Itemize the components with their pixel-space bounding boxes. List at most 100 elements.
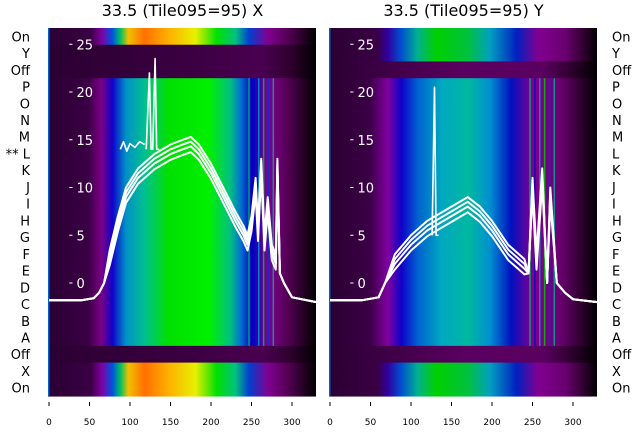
series-line-trace <box>49 135 317 304</box>
row-label: F <box>612 248 619 263</box>
y-tick-label: 15 <box>358 134 375 149</box>
y-tick-label: 15 <box>77 134 94 149</box>
heatmap-row <box>48 329 316 347</box>
row-label: On <box>612 382 630 397</box>
row-label: O <box>612 97 622 112</box>
x-tick-label: 0 <box>46 418 52 428</box>
heatmap-row <box>48 345 316 364</box>
row-label: On <box>12 382 30 397</box>
stripe <box>529 78 531 346</box>
row-label: X <box>21 365 30 380</box>
series-line-upper-trace <box>119 140 145 152</box>
x-tick-label: 150 <box>443 418 460 428</box>
stripe <box>248 78 250 346</box>
row-label: F <box>23 248 30 263</box>
row-label: O <box>20 97 30 112</box>
row-label: B <box>21 315 30 330</box>
x-tick-label: 100 <box>402 418 419 428</box>
y-tick-label: 10 <box>77 182 94 197</box>
row-label: Y <box>21 47 30 62</box>
edge-stripe <box>48 28 50 397</box>
row-label: G <box>612 231 622 246</box>
row-label: L <box>612 147 620 162</box>
x-tick-label: 50 <box>365 418 377 428</box>
series-line-trace <box>330 167 598 304</box>
row-label: J <box>611 181 616 196</box>
stripe <box>553 78 556 346</box>
heatmap-row <box>48 28 316 46</box>
row-label: P <box>22 81 30 96</box>
row-label: X <box>612 365 621 380</box>
heatmap-row <box>329 161 597 180</box>
row-label: M <box>612 131 623 146</box>
heatmap-row <box>48 312 316 330</box>
x-tick-label: 200 <box>202 418 219 428</box>
chart-title: 33.5 (Tile095=95) Y <box>383 1 544 20</box>
heatmap-row <box>329 379 597 397</box>
row-label: G <box>20 231 30 246</box>
row-label: A <box>612 332 621 347</box>
heatmap-row <box>329 111 597 129</box>
row-label: P <box>612 81 620 96</box>
heatmap-row <box>329 28 597 46</box>
series-line-spike <box>145 57 160 151</box>
row-label: D <box>612 281 622 296</box>
row-label: A <box>21 332 30 347</box>
row-label: I <box>26 198 30 213</box>
row-label: N <box>612 114 622 129</box>
y-tick-label: 20 <box>77 86 94 101</box>
heatmap-row <box>48 161 316 180</box>
row-label: Y <box>611 47 620 62</box>
heatmap-row <box>48 362 316 380</box>
chart-title: 33.5 (Tile095=95) X <box>102 1 264 20</box>
x-tick-label: 300 <box>564 418 581 428</box>
row-label: J <box>25 181 30 196</box>
y-tick-label: 20 <box>358 86 375 101</box>
row-label: ** L <box>6 147 31 162</box>
row-label: E <box>22 265 30 280</box>
y-tick-label: 25 <box>77 38 94 53</box>
heatmap-row <box>329 329 597 347</box>
y-tick-label: 0 <box>77 277 85 292</box>
heatmap-row <box>329 245 597 263</box>
row-label: C <box>21 298 30 313</box>
heatmap-row <box>48 111 316 129</box>
heatmap-row <box>329 61 597 79</box>
x-tick-label: 100 <box>121 418 138 428</box>
y-tick-label: 25 <box>358 38 375 53</box>
row-label: B <box>612 315 621 330</box>
row-label: K <box>21 164 30 179</box>
row-label: E <box>612 265 620 280</box>
row-label: Off <box>612 64 632 79</box>
x-tick-label: 250 <box>243 418 260 428</box>
row-label: Off <box>11 348 31 363</box>
x-tick-label: 150 <box>162 418 179 428</box>
heatmap-row <box>329 362 597 380</box>
y-tick-label: 10 <box>358 182 375 197</box>
row-label: M <box>19 131 30 146</box>
x-tick-label: 200 <box>483 418 500 428</box>
row-label: C <box>612 298 621 313</box>
row-label: N <box>20 114 30 129</box>
heatmap-row <box>329 312 597 330</box>
heatmap-row <box>329 345 597 364</box>
x-tick-label: 0 <box>327 418 333 428</box>
x-tick-label: 50 <box>84 418 96 428</box>
stripe <box>272 78 275 346</box>
row-label: Off <box>612 348 632 363</box>
y-tick-label: 5 <box>358 229 366 244</box>
row-label: On <box>612 30 630 45</box>
row-label: K <box>612 164 621 179</box>
heatmap-row <box>329 228 597 246</box>
row-label: D <box>20 281 30 296</box>
row-label: Off <box>11 64 31 79</box>
x-tick-label: 250 <box>524 418 541 428</box>
series-line-trace <box>49 151 317 304</box>
heatmap-row <box>329 44 597 62</box>
row-label: H <box>20 214 30 229</box>
row-label: On <box>12 30 30 45</box>
edge-stripe <box>329 28 331 397</box>
heatmap-row <box>48 44 316 62</box>
